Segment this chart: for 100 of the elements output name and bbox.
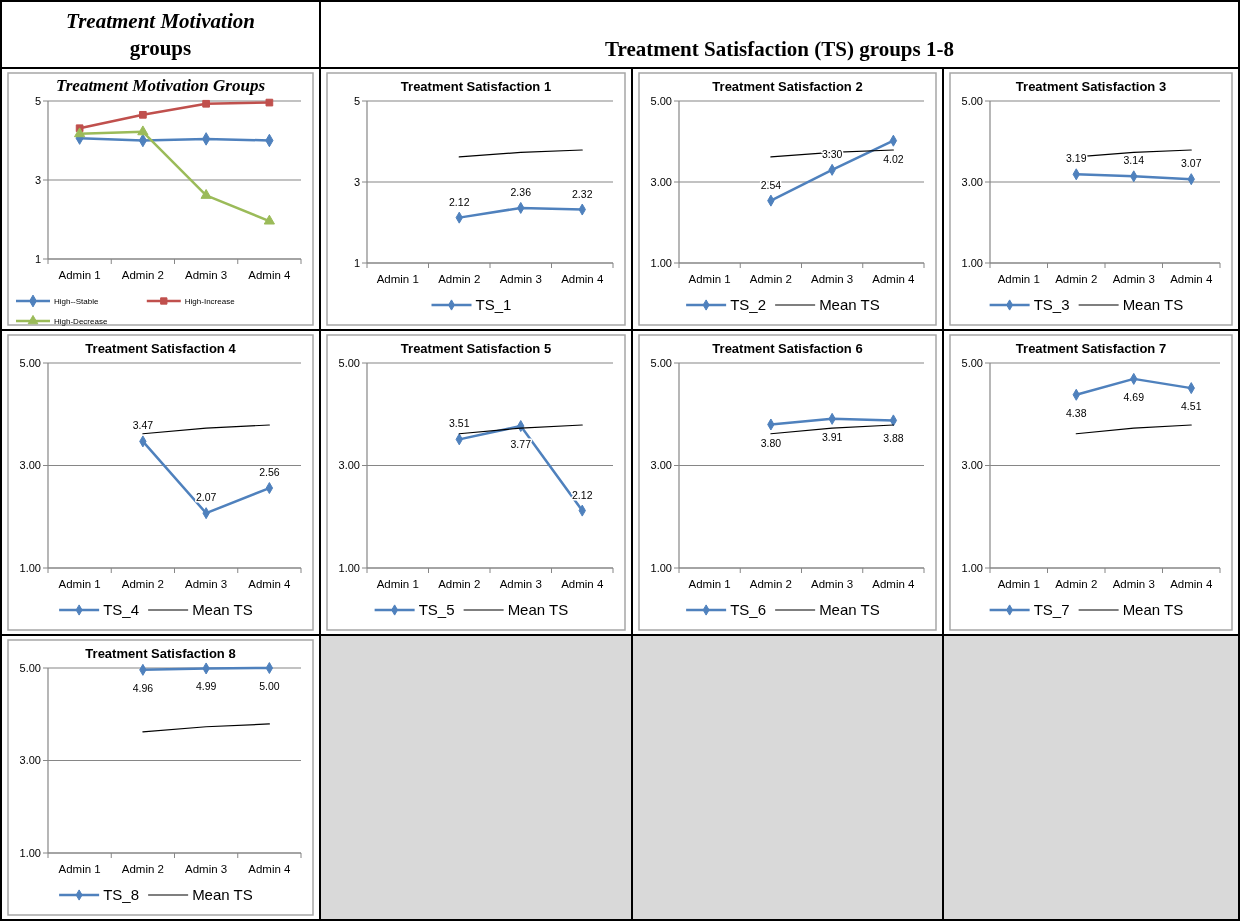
y-tick-label: 5.00 — [650, 94, 672, 107]
point — [139, 110, 147, 119]
x-tick-label: Admin 3 — [185, 269, 228, 281]
data-label: 2.12 — [449, 195, 470, 208]
y-tick-label: 1.00 — [961, 256, 983, 269]
chart-title: Treatment Satisfaction 1 — [400, 79, 552, 94]
legend-label: Mean TS — [192, 886, 253, 904]
data-label: 2.32 — [572, 187, 593, 200]
x-tick-label: Admin 1 — [997, 273, 1040, 285]
y-tick-label: 3.00 — [961, 459, 983, 472]
y-tick-label: 1.00 — [19, 561, 41, 574]
y-tick-label: 3.00 — [19, 754, 41, 767]
x-tick-label: Admin 2 — [1055, 578, 1098, 590]
y-tick-label: 3 — [34, 173, 41, 186]
legend-label: High-Increase — [184, 296, 236, 306]
data-label: 4.02 — [883, 152, 904, 165]
point — [200, 189, 212, 199]
x-tick-label: Admin 4 — [1170, 273, 1213, 285]
data-label: 3.47 — [132, 419, 154, 432]
x-tick-label: Admin 3 — [811, 578, 854, 590]
x-tick-label: Admin 4 — [248, 269, 292, 281]
y-tick-label: 5.00 — [19, 661, 41, 674]
x-tick-label: Admin 1 — [997, 578, 1040, 590]
text: Treatment Motivation groups — [66, 9, 255, 60]
data-label: 2.12 — [572, 488, 593, 501]
data-label: 2.36 — [510, 185, 532, 198]
x-tick-label: Admin 3 — [1112, 273, 1155, 285]
x-tick-label: Admin 1 — [58, 863, 101, 875]
text: Treatment Satisfaction (TS) groups 1-8 — [605, 37, 954, 61]
y-tick-label: 5.00 — [961, 356, 983, 369]
x-tick-label: Admin 3 — [185, 863, 228, 875]
y-tick-label: 3.00 — [961, 175, 983, 188]
legend-label: TS_3 — [1033, 296, 1070, 314]
x-tick-label: Admin 2 — [749, 273, 792, 285]
y-tick-label: 5.00 — [19, 356, 41, 369]
point — [137, 125, 149, 136]
data-label: 3.14 — [1123, 154, 1145, 167]
x-tick-label: Admin 4 — [1170, 578, 1213, 590]
data-label: 2.07 — [195, 491, 217, 504]
data-label: 3.88 — [883, 432, 904, 445]
y-tick-label: 1 — [353, 256, 360, 269]
legend-label: TS_1 — [475, 296, 512, 314]
x-tick-label: Admin 2 — [749, 578, 792, 590]
x-tick-label: Admin 2 — [438, 273, 481, 285]
chart-title: Treatment Satisfaction 6 — [712, 341, 863, 356]
chart-title: Treatment Satisfaction 3 — [1015, 79, 1167, 94]
x-tick-label: Admin 2 — [121, 269, 164, 281]
data-label: 4.99 — [195, 680, 217, 693]
data-label: 2.56 — [259, 466, 280, 479]
data-label: 3.77 — [510, 438, 532, 451]
data-label: 5.00 — [259, 680, 280, 692]
y-tick-label: 1.00 — [338, 561, 360, 574]
x-tick-label: Admin 2 — [121, 578, 164, 590]
legend-label: TS_4 — [103, 601, 139, 619]
x-tick-label: Admin 2 — [1055, 273, 1098, 285]
x-tick-label: Admin 1 — [58, 578, 101, 590]
data-label: 4.69 — [1123, 390, 1145, 403]
legend-label: TS_5 — [418, 601, 455, 619]
chart-title: Treatment Satisfaction 8 — [85, 646, 236, 661]
data-label: 3.51 — [449, 417, 470, 430]
y-tick-label: 1.00 — [19, 846, 41, 859]
x-tick-label: Admin 1 — [376, 273, 419, 285]
y-tick-label: 3.00 — [19, 459, 41, 472]
point — [202, 99, 210, 108]
x-tick-label: Admin 4 — [561, 273, 604, 285]
x-tick-label: Admin 3 — [811, 273, 854, 285]
legend-label: Mean TS — [507, 601, 569, 619]
legend-label: Mean TS — [1122, 296, 1184, 314]
x-tick-label: Admin 3 — [499, 578, 542, 590]
point — [74, 127, 86, 138]
data-label: 2.54 — [760, 178, 782, 191]
point — [263, 214, 275, 225]
legend-label: High--Stable — [54, 296, 100, 306]
y-tick-label: 5 — [353, 94, 360, 107]
x-tick-label: Admin 1 — [376, 578, 419, 590]
y-tick-label: 5.00 — [961, 94, 983, 107]
legend-label: Mean TS — [1122, 601, 1184, 619]
y-tick-label: 3 — [353, 175, 360, 188]
chart-title: Treatment Satisfaction 4 — [85, 341, 237, 356]
x-tick-label: Admin 4 — [872, 273, 916, 285]
x-tick-label: Admin 4 — [561, 578, 604, 590]
chart-title: Treatment Satisfaction 7 — [1015, 341, 1167, 356]
y-tick-label: 1.00 — [650, 561, 672, 574]
y-tick-label: 1.00 — [961, 561, 983, 574]
legend-label: High-Decrease — [54, 316, 108, 326]
y-tick-label: 3.00 — [650, 175, 672, 188]
legend-label: Mean TS — [819, 601, 880, 619]
x-tick-label: Admin 2 — [438, 578, 481, 590]
y-tick-label: 5 — [34, 94, 41, 107]
x-tick-label: Admin 4 — [248, 863, 292, 875]
data-label: 4.96 — [132, 681, 154, 694]
y-tick-label: 5.00 — [338, 356, 360, 369]
x-tick-label: Admin 3 — [185, 578, 228, 590]
chart-title: Treatment Motivation Groups — [55, 76, 266, 95]
x-tick-label: Admin 3 — [499, 273, 542, 285]
data-label: 3.19 — [1066, 152, 1087, 165]
y-tick-label: 5.00 — [650, 356, 672, 369]
legend-label: TS_2 — [730, 296, 766, 314]
data-label: 3.91 — [821, 430, 843, 443]
x-tick-label: Admin 1 — [58, 269, 101, 281]
